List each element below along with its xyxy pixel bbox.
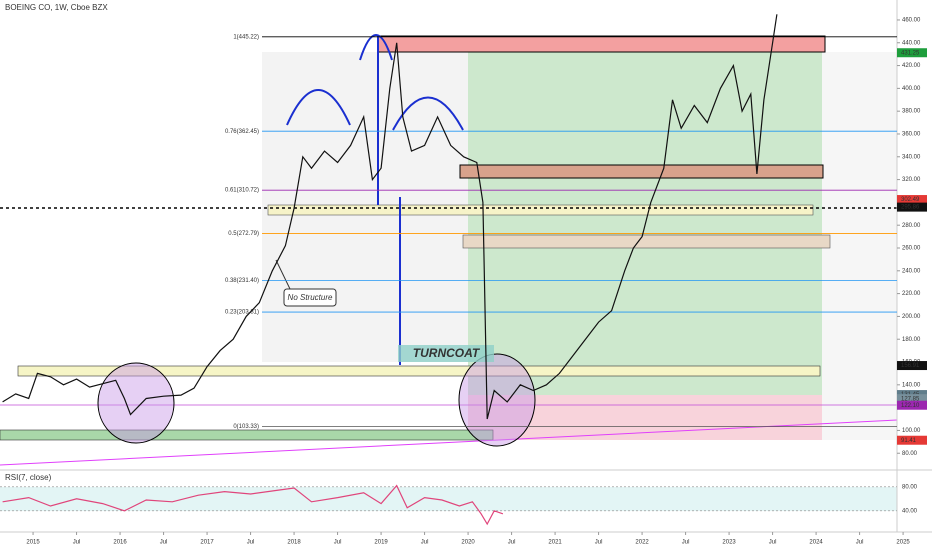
y-tick-label: 80.00 — [902, 484, 918, 490]
box — [17, 365, 821, 377]
y-tick-label: 400.00 — [902, 86, 921, 92]
price-tag — [897, 435, 927, 445]
x-tick-label: Jul — [334, 540, 342, 546]
price-line — [2, 14, 778, 420]
y-tick-label: 340.00 — [902, 154, 921, 160]
x-tick-label: 2021 — [548, 540, 562, 546]
y-tick-label: 140.00 — [902, 382, 921, 388]
y-tick-label: 220.00 — [902, 291, 921, 297]
y-tick-label: 320.00 — [902, 177, 921, 183]
supply-box — [377, 35, 826, 53]
x-tick-label: Jul — [595, 540, 603, 546]
fib-label: 0(103.33) — [233, 424, 259, 430]
x-tick-label: Jul — [856, 540, 864, 546]
box — [462, 234, 831, 249]
price-tag — [897, 195, 927, 205]
x-tick-label: Jul — [508, 540, 516, 546]
x-tick-label: 2022 — [635, 540, 649, 546]
head-shoulders — [286, 34, 464, 131]
x-tick-label: 2017 — [200, 540, 214, 546]
x-tick-label: 2015 — [26, 540, 40, 546]
circle — [97, 362, 175, 444]
x-tick-label: Jul — [769, 540, 777, 546]
price-tag-label: 122.10 — [901, 403, 920, 409]
y-tick-label: 260.00 — [902, 246, 921, 252]
annotation: TURNCOAT — [413, 346, 481, 360]
price-tag-label: 127.85 — [901, 396, 920, 402]
y-tick-label: 180.00 — [902, 337, 921, 343]
price-tag-label: 431.25 — [901, 50, 920, 56]
chart-title: BOEING CO, 1W, Cboe BZX — [5, 3, 108, 12]
price-tag-label: 302.49 — [901, 197, 920, 203]
y-tick-label: 380.00 — [902, 109, 921, 115]
box — [267, 204, 814, 216]
price-tag — [897, 394, 927, 404]
price-tag-label: 156.91 — [901, 363, 920, 369]
fib-label: 0.5(272.79) — [228, 231, 259, 237]
fib-label: 0.76(362.45) — [225, 129, 259, 135]
price-tag — [897, 202, 927, 212]
x-tick-label: Jul — [247, 540, 255, 546]
y-tick-label: 100.00 — [902, 428, 921, 434]
x-tick-label: 2020 — [461, 540, 475, 546]
x-tick-label: Jul — [682, 540, 690, 546]
fib-label: 0.38(231.40) — [225, 278, 259, 284]
circle — [458, 353, 536, 447]
x-tick-label: 2024 — [809, 540, 823, 546]
callout-arrow — [275, 259, 291, 290]
y-tick-label: 40.00 — [902, 508, 918, 514]
y-tick-label: 280.00 — [902, 223, 921, 229]
x-tick-label: 2016 — [113, 540, 127, 546]
x-tick-label: 2019 — [374, 540, 388, 546]
fib-label: 1(445.22) — [233, 34, 259, 40]
price-tag — [897, 48, 927, 58]
callout — [283, 288, 337, 307]
price-tag-label: 91.41 — [901, 438, 917, 444]
y-tick-label: 200.00 — [902, 314, 921, 320]
rsi-title: RSI(7, close) — [5, 473, 52, 482]
demand-box — [0, 429, 494, 441]
x-tick-label: Jul — [421, 540, 429, 546]
box — [459, 164, 824, 179]
x-tick-label: 2025 — [896, 540, 910, 546]
y-tick-label: 360.00 — [902, 132, 921, 138]
y-tick-label: 80.00 — [902, 451, 918, 457]
x-tick-label: 2023 — [722, 540, 736, 546]
label-box — [398, 345, 494, 362]
trend-line — [0, 419, 898, 466]
y-tick-label: 460.00 — [902, 18, 921, 24]
x-tick-label: 2018 — [287, 540, 301, 546]
price-tag — [897, 400, 927, 410]
price-tag-label: 295.86 — [901, 205, 920, 211]
y-tick-label: 420.00 — [902, 63, 921, 69]
price-line — [2, 484, 504, 526]
rsi-band — [0, 487, 897, 511]
zone — [822, 52, 897, 440]
y-tick-label: 440.00 — [902, 40, 921, 46]
fib-label: 0.23(203.81) — [225, 310, 259, 316]
y-tick-label: 240.00 — [902, 268, 921, 274]
fib-label: 0.61(310.72) — [225, 188, 259, 194]
x-tick-label: Jul — [73, 540, 81, 546]
annotation: No Structure — [288, 293, 333, 302]
x-tick-label: Jul — [160, 540, 168, 546]
price-tag — [897, 361, 927, 371]
